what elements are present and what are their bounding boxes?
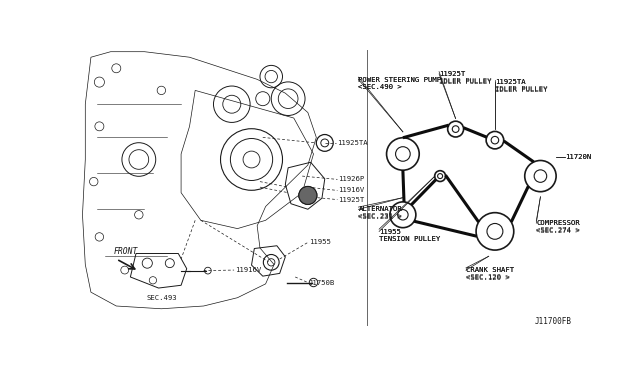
Text: POWER STEERING PUMP
<SEC.490 >: POWER STEERING PUMP <SEC.490 >: [358, 77, 442, 90]
Text: 11955
TENSION PULLEY: 11955 TENSION PULLEY: [379, 229, 440, 241]
Text: CRANK SHAFT
<SEC.120 >: CRANK SHAFT <SEC.120 >: [466, 267, 514, 280]
Text: 11916V: 11916V: [235, 267, 261, 273]
Text: CRANK SHAFT
<SEC.120 >: CRANK SHAFT <SEC.120 >: [466, 267, 514, 281]
Text: COMPRESSOR
<SEC.274 >: COMPRESSOR <SEC.274 >: [536, 220, 580, 234]
Text: 11926P: 11926P: [339, 176, 365, 182]
Text: 11925T
IDLER PULLEY: 11925T IDLER PULLEY: [439, 71, 492, 84]
Text: 11925T: 11925T: [339, 196, 365, 203]
Text: 11925TA: 11925TA: [337, 140, 367, 146]
Text: 11955
TENSION PULLEY: 11955 TENSION PULLEY: [379, 229, 440, 242]
Text: 11925TA
IDLER PULLEY: 11925TA IDLER PULLEY: [495, 79, 547, 92]
Text: SEC.493: SEC.493: [146, 295, 177, 301]
Text: 11955: 11955: [308, 240, 331, 246]
Text: POWER STEERING PUMP
<SEC.490 >: POWER STEERING PUMP <SEC.490 >: [358, 77, 442, 90]
Text: FRONT: FRONT: [114, 247, 138, 256]
Ellipse shape: [299, 186, 317, 204]
Text: J11700FB: J11700FB: [535, 317, 572, 326]
Text: J1750B: J1750B: [308, 279, 335, 285]
Text: ALTERNATOR
<SEC.231 >: ALTERNATOR <SEC.231 >: [358, 206, 402, 220]
Text: 11916V: 11916V: [339, 187, 365, 193]
Text: 11925TA
IDLER PULLEY: 11925TA IDLER PULLEY: [495, 79, 547, 93]
Text: COMPRESSOR
<SEC.274 >: COMPRESSOR <SEC.274 >: [536, 220, 580, 233]
Text: 11720N: 11720N: [565, 154, 591, 160]
Text: 11720N: 11720N: [565, 154, 591, 160]
Text: ALTERNATOR
<SEC.231 >: ALTERNATOR <SEC.231 >: [358, 206, 402, 219]
Text: 11925T
IDLER PULLEY: 11925T IDLER PULLEY: [439, 71, 492, 84]
